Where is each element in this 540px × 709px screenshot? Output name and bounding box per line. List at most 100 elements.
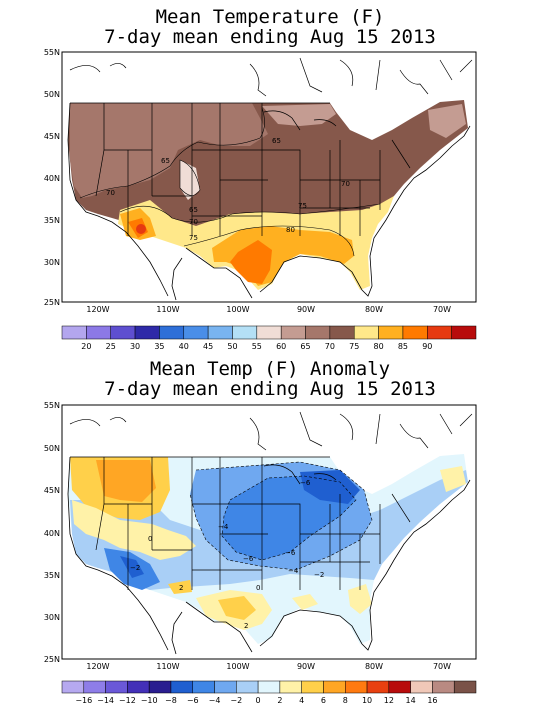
bottom-legend-swatch <box>236 680 259 694</box>
top-temp-fill-60-65 <box>262 104 336 126</box>
top-temp-fill-85-90 <box>230 240 272 284</box>
lon-label: 120W <box>86 662 109 671</box>
bottom-legend-swatch <box>388 680 411 694</box>
bottom-anom-fill-south-warm2 <box>218 596 256 620</box>
bottom-legend-swatch <box>366 680 390 694</box>
top-legend-tick: 65 <box>300 342 310 351</box>
lon-label: 70W <box>433 305 451 314</box>
lat-label: 50N <box>44 90 60 99</box>
bottom-contours <box>189 461 373 571</box>
lon-label: 90W <box>297 305 315 314</box>
top-contours <box>79 107 381 257</box>
bottom-legend-swatch <box>192 680 215 694</box>
top-map-title: Mean Temperature (F) <box>155 6 385 28</box>
top-legend-tick: 70 <box>325 342 335 351</box>
bottom-legend-tick: −16 <box>75 696 92 705</box>
top-legend-swatch <box>305 325 331 340</box>
bottom-legend-tick: −14 <box>97 696 114 705</box>
bottom-legend: −16 −14 −12 −10 −8 −6 −4 −2 0 2 4 6 8 10 12 14 16 <box>61 680 477 705</box>
lat-label: 45N <box>44 486 60 495</box>
bottom-legend-swatch <box>148 680 172 694</box>
lon-label: 120W <box>86 305 109 314</box>
bottom-anom-fill-ne-warm <box>440 466 466 492</box>
top-temp-fill-60-65b <box>180 160 200 200</box>
bottom-legend-tick: −4 <box>209 696 221 705</box>
top-legend-swatch <box>378 325 404 340</box>
lon-label: 100W <box>226 305 249 314</box>
bottom-legend-swatch <box>257 680 281 694</box>
lat-label: 30N <box>44 613 60 622</box>
bottom-contour-label: 2 <box>179 584 183 592</box>
top-legend-swatch <box>451 325 477 340</box>
top-legend-tick: 60 <box>276 342 286 351</box>
top-legend-tick: 80 <box>373 342 383 351</box>
bottom-contour-label: −2 <box>314 571 324 579</box>
lon-label: 100W <box>226 662 249 671</box>
bottom-contour-label: 0 <box>148 535 152 543</box>
bottom-legend-tick: 16 <box>427 696 437 705</box>
lat-label: 55N <box>44 401 60 410</box>
top-map: 65 65 70 70 65 70 75 75 80 55N 50N 45N 4… <box>44 48 477 351</box>
top-legend-swatch <box>110 325 136 340</box>
top-legend-tick: 85 <box>398 342 408 351</box>
top-contour-label: 70 <box>341 180 350 188</box>
bottom-legend-swatch <box>83 680 106 694</box>
top-contour-label: 80 <box>286 226 295 234</box>
bottom-legend-swatch <box>345 680 368 694</box>
bottom-contour-label: −4 <box>288 567 299 575</box>
bottom-legend-swatch <box>453 680 477 694</box>
bottom-legend-tick: 2 <box>277 696 282 705</box>
top-temp-fill-90 <box>136 224 146 234</box>
bottom-legend-swatch <box>301 680 324 694</box>
top-contour-label: 70 <box>106 189 115 197</box>
top-legend-tick: 25 <box>106 342 116 351</box>
bottom-map-title: Mean Temp (F) Anomaly <box>149 358 391 380</box>
bottom-legend-tick: 0 <box>256 696 261 705</box>
bottom-anom-fill-p4 <box>96 460 156 502</box>
lat-label: 30N <box>44 258 60 267</box>
top-legend-tick: 55 <box>252 342 262 351</box>
bottom-contour-label: −4 <box>218 523 229 531</box>
bottom-legend-swatch <box>170 680 193 694</box>
top-legend: 20 25 30 35 40 45 50 55 60 65 70 75 80 85 90 <box>61 325 477 351</box>
bottom-anom-fill-se-warm <box>348 584 372 614</box>
bottom-map-subtitle: 7-day mean ending Aug 15 2013 <box>104 378 436 400</box>
bottom-legend-tick: −10 <box>141 696 158 705</box>
bottom-legend-tick: 12 <box>384 696 394 705</box>
top-legend-swatch <box>353 325 379 340</box>
bottom-contour-label: −6 <box>285 549 296 557</box>
bottom-legend-swatch <box>61 680 85 694</box>
top-legend-tick: 90 <box>422 342 432 351</box>
top-legend-swatch <box>183 325 209 340</box>
bottom-legend-swatch <box>105 680 128 694</box>
lon-label: 110W <box>156 305 179 314</box>
top-legend-tick: 50 <box>227 342 237 351</box>
bottom-map: −6 −4 −6 −6 −4 −2 0 −2 2 2 0 55N 50N 45N… <box>44 401 477 705</box>
top-contour-label: 75 <box>189 234 198 242</box>
lat-label: 45N <box>44 132 60 141</box>
bottom-legend-tick: 6 <box>321 696 326 705</box>
lon-label: 80W <box>365 305 383 314</box>
lat-label: 40N <box>44 529 60 538</box>
top-legend-swatch <box>207 325 233 340</box>
bottom-contour-label: −6 <box>243 555 254 563</box>
top-legend-tick: 30 <box>130 342 140 351</box>
top-canada-lines <box>69 57 473 131</box>
bottom-anom-fill-m8 <box>300 470 360 504</box>
top-temp-fill-65-70 <box>70 103 268 198</box>
top-contour-label: 75 <box>298 202 307 210</box>
bottom-legend-tick: −6 <box>187 696 199 705</box>
top-legend-tick: 20 <box>81 342 91 351</box>
bottom-legend-swatch <box>279 680 302 694</box>
top-temp-fill-60-65c <box>428 104 466 138</box>
bottom-legend-tick: 8 <box>343 696 348 705</box>
bottom-anom-fill-e-warm <box>292 594 318 610</box>
top-legend-swatch <box>61 325 87 340</box>
top-legend-swatch <box>256 325 282 340</box>
top-coastline <box>67 102 471 301</box>
top-legend-tick: 40 <box>179 342 189 351</box>
lat-label: 40N <box>44 174 60 183</box>
top-map-subtitle: 7-day mean ending Aug 15 2013 <box>104 26 436 48</box>
bottom-contour-label: −2 <box>130 564 140 572</box>
bottom-contour-label: −6 <box>300 479 311 487</box>
